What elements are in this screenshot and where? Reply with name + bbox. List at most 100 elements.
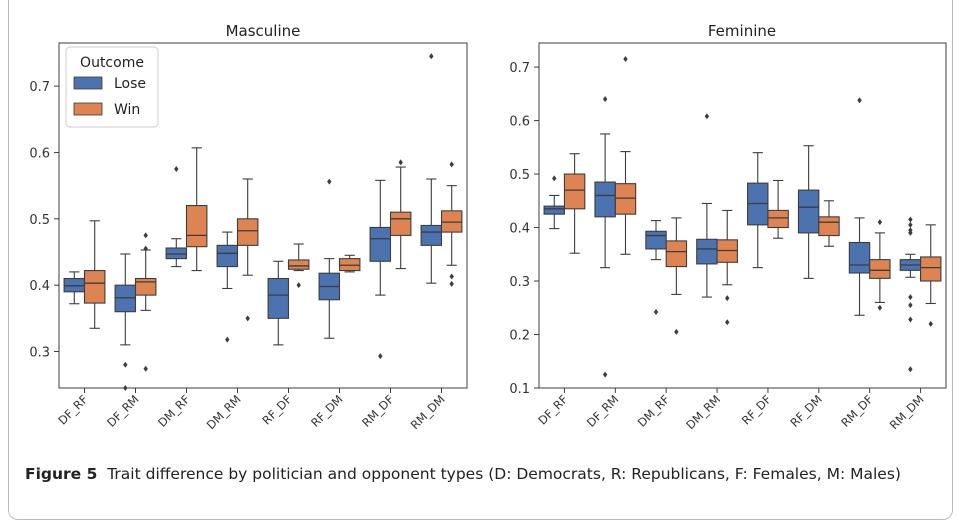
box-win: [920, 256, 942, 282]
box-lose: [114, 284, 137, 313]
outlier-point: [449, 161, 454, 168]
box-win: [185, 204, 208, 248]
legend-swatch-lose: [73, 76, 103, 90]
outlier-point: [245, 315, 250, 322]
x-tick-label: RF_DF: [259, 392, 294, 427]
outlier-point: [653, 309, 659, 316]
box-lose: [797, 189, 820, 234]
x-tick-label: DF_RM: [104, 392, 142, 430]
box-lose: [543, 205, 565, 215]
x-tick-label: RM_DF: [838, 392, 876, 430]
box-lose: [696, 238, 718, 265]
feminine-plot-area: [538, 42, 947, 389]
outlier-point: [877, 304, 883, 311]
legend-title: Outcome: [80, 55, 144, 71]
y-tick-label: 0.6: [509, 115, 530, 130]
box-lose: [63, 277, 86, 293]
outlier-point: [602, 371, 608, 378]
outlier-point: [857, 97, 862, 104]
outlier-point: [908, 316, 913, 323]
x-tick-label: DM_RM: [204, 392, 244, 432]
x-tick-label: DF_RF: [535, 392, 570, 427]
y-tick-label: 0.7: [509, 61, 530, 76]
outlier-point: [449, 280, 454, 287]
outlier-point: [296, 282, 301, 289]
x-tick-label: RM_DM: [408, 392, 448, 432]
outlier-point: [174, 166, 179, 173]
outlier-point: [143, 232, 148, 239]
y-tick-label: 0.4: [509, 222, 530, 237]
outlier-point: [623, 56, 628, 63]
outlier-point: [928, 320, 933, 327]
outlier-point: [725, 295, 730, 302]
outlier-point: [398, 159, 403, 166]
outlier-point: [552, 175, 557, 182]
box-win: [83, 270, 106, 304]
outlier-point: [327, 178, 332, 185]
x-tick-label: DM_RF: [635, 392, 673, 430]
outlier-point: [908, 216, 913, 223]
box-win: [236, 218, 259, 246]
box-lose: [420, 224, 443, 246]
box-win: [134, 277, 157, 296]
box-lose: [594, 181, 616, 218]
outlier-point: [123, 361, 128, 368]
y-tick-label: 0.4: [29, 279, 50, 294]
figure-chart: Masculine Feminine Outcome Lose Win 0.3 0…: [29, 22, 947, 432]
outlier-point: [908, 229, 913, 236]
outlier-point: [225, 336, 230, 343]
outlier-point: [602, 96, 608, 103]
y-tick-label: 0.3: [509, 275, 530, 290]
outlier-point: [378, 353, 383, 360]
x-tick-label: DF_RF: [55, 392, 90, 427]
box-win: [614, 183, 637, 215]
figure-caption: Figure 5 Trait difference by politician …: [25, 463, 925, 486]
x-tick-label: RF_DF: [739, 392, 774, 427]
box-lose: [369, 226, 392, 262]
box-win: [869, 259, 891, 279]
box-win: [818, 216, 840, 237]
x-tick-label: DF_RM: [584, 392, 622, 430]
caption-text: Trait difference by politician and oppon…: [107, 465, 901, 483]
box-lose: [848, 241, 871, 274]
box-win: [338, 258, 361, 272]
box-lose: [165, 247, 188, 260]
outlier-point: [908, 294, 913, 301]
outlier-point: [449, 273, 454, 280]
masculine-title: Masculine: [226, 22, 301, 40]
x-tick-label: RM_DM: [887, 392, 927, 432]
feminine-title: Feminine: [708, 22, 776, 40]
caption-label: Figure 5: [25, 465, 98, 483]
outlier-point: [123, 385, 128, 391]
y-tick-label: 0.6: [29, 146, 50, 161]
figure-frame: [8, 0, 953, 520]
outlier-point: [674, 328, 679, 335]
masculine-plot-area: [58, 42, 468, 389]
y-tick-label: 0.5: [29, 213, 50, 228]
x-tick-label: RF_DM: [787, 392, 825, 430]
box-win: [767, 209, 789, 229]
box-win: [563, 173, 586, 210]
box-lose: [216, 244, 239, 268]
y-tick-label: 0.1: [509, 382, 530, 397]
outlier-point: [704, 113, 710, 120]
y-tick-label: 0.7: [29, 80, 50, 95]
outlier-point: [908, 221, 913, 228]
x-tick-label: DM_RM: [683, 392, 723, 432]
outlier-point: [143, 365, 148, 372]
box-win: [287, 259, 310, 270]
box-win: [440, 210, 463, 233]
box-lose: [645, 230, 667, 250]
y-tick-label: 0.3: [29, 346, 50, 361]
box-lose: [267, 277, 290, 319]
legend-label-win: Win: [114, 102, 140, 118]
outlier-point: [908, 366, 913, 373]
y-tick-label: 0.2: [509, 329, 530, 344]
y-tick-label: 0.5: [509, 168, 530, 183]
outlier-point: [725, 319, 730, 326]
x-tick-label: DM_RF: [155, 392, 193, 430]
box-win: [389, 211, 412, 236]
x-tick-label: RF_DM: [308, 392, 346, 430]
outlier-point: [429, 53, 434, 60]
outlier-point: [877, 219, 883, 226]
